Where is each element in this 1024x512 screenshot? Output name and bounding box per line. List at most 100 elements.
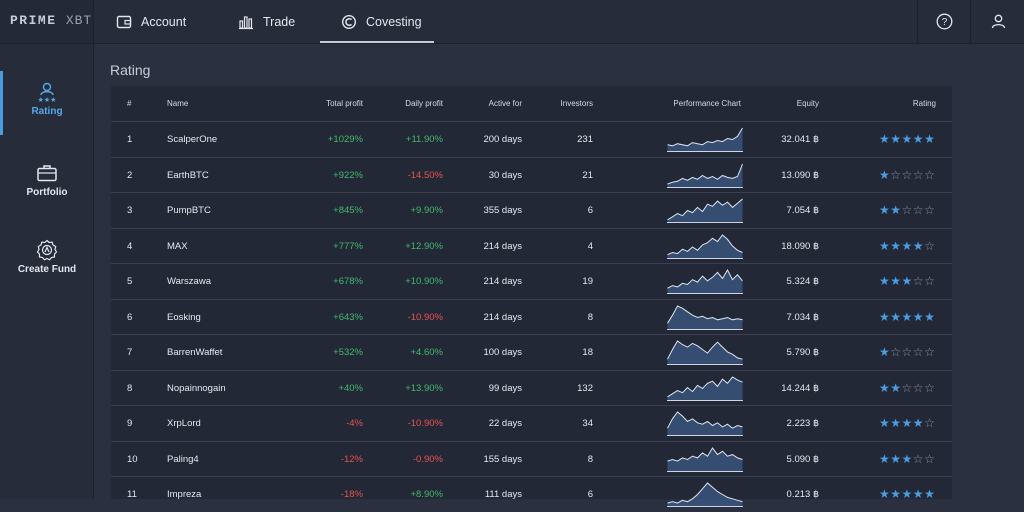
- table-row[interactable]: 1 ScalperOne +1029% +11.90% 200 days 231 32.04…: [111, 121, 952, 157]
- star-empty-icon: ☆: [890, 345, 902, 359]
- user-button[interactable]: [970, 0, 1024, 43]
- table-row[interactable]: 10 Paling4 -12% -0.90% 155 days 8 5.090 ฿ ★★★☆☆: [111, 440, 952, 477]
- rank-cell: 5: [127, 276, 133, 287]
- rating-stars: ★★★★★: [879, 310, 935, 324]
- performance-line: [667, 198, 743, 221]
- total-profit-cell: +1029%: [327, 134, 363, 145]
- name-cell: Warszawa: [167, 276, 211, 287]
- name-cell: PumpBTC: [167, 205, 211, 216]
- table-row[interactable]: 3 PumpBTC +845% +9.90% 355 days 6 7.054 ฿ ★★☆☆☆: [111, 192, 952, 228]
- performance-chart: [667, 304, 743, 330]
- tab-covesting[interactable]: Covesting: [320, 0, 434, 43]
- page-title: Rating: [110, 62, 151, 78]
- table-row[interactable]: 9 XrpLord -4% -10.90% 22 days 34 2.223 ฿ ★★★★☆: [111, 405, 952, 441]
- performance-area: [667, 447, 743, 471]
- active-for-cell: 99 days: [488, 382, 522, 394]
- equity-cell: 5.324 ฿: [786, 276, 819, 287]
- name-cell: Impreza: [167, 489, 202, 500]
- column-header-performance-chart[interactable]: Performance Chart: [673, 99, 741, 108]
- investors-cell: 34: [582, 418, 593, 429]
- table-row[interactable]: 5 Warszawa +678% +10.90% 214 days 19 5.324 ฿ ★★…: [111, 263, 952, 299]
- table-row[interactable]: 11 Impreza -18% +8.90% 111 days 6 0.213 ฿ ★★★★★: [111, 476, 952, 512]
- tab-account-label: Account: [141, 14, 187, 29]
- active-for-cell: 200 days: [483, 134, 522, 145]
- rating-stars: ★★★★★: [879, 487, 935, 501]
- star-empty-icon: ☆: [912, 380, 925, 395]
- column-header-name[interactable]: Name: [167, 99, 189, 108]
- active-for-cell: 155 days: [483, 453, 522, 465]
- tab-account[interactable]: Account: [116, 0, 186, 43]
- table-row[interactable]: 7 BarrenWaffet +532% +4.60% 100 days 18 5.790 …: [111, 334, 952, 370]
- daily-profit-cell: +13.90%: [405, 382, 443, 394]
- rating-stars: ★★★★☆: [879, 416, 935, 430]
- performance-chart: [667, 340, 743, 365]
- sidebar-item-portfolio[interactable]: Portfolio: [0, 162, 94, 224]
- tab-trade[interactable]: Trade: [238, 0, 295, 43]
- name-cell: Paling4: [167, 453, 199, 465]
- star-filled-icon: ★: [879, 167, 891, 182]
- star-filled-icon: ★: [890, 132, 902, 146]
- total-profit-cell: +845%: [333, 205, 363, 216]
- sidebar-item-rating[interactable]: ★★★ Rating: [0, 71, 94, 143]
- rank-cell: 2: [127, 169, 133, 181]
- rank-cell: 4: [127, 240, 133, 252]
- table-header: # Name Total profit Daily profit Active …: [111, 86, 952, 121]
- investors-cell: 4: [587, 240, 593, 252]
- star-filled-icon: ★: [879, 132, 891, 146]
- table-row[interactable]: 6 Eosking +643% -10.90% 214 days 8 7.034 ฿ ★★★★…: [111, 298, 952, 335]
- star-filled-icon: ★: [879, 380, 891, 395]
- covesting-icon: [341, 14, 357, 29]
- total-profit-cell: +532%: [333, 347, 363, 358]
- active-for-cell: 111 days: [484, 489, 522, 500]
- daily-profit-cell: +9.90%: [410, 205, 444, 216]
- table-row[interactable]: 2 EarthBTC +922% -14.50% 30 days 21 13.090 ฿ ★☆…: [111, 156, 952, 193]
- help-button[interactable]: ?: [917, 0, 971, 43]
- performance-area: [667, 234, 743, 258]
- briefcase-icon: [37, 165, 57, 182]
- daily-profit-cell: -10.90%: [407, 311, 443, 323]
- column-header-active-for[interactable]: Active for: [488, 99, 522, 108]
- rank-cell: 7: [127, 347, 133, 358]
- star-filled-icon: ★: [901, 487, 913, 501]
- star-filled-icon: ★: [901, 274, 913, 288]
- star-filled-icon: ★: [890, 380, 902, 395]
- sidebar-item-create-fund[interactable]: Create Fund: [0, 239, 94, 301]
- table-row[interactable]: 4 MAX +777% +12.90% 214 days 4 18.090 ฿ ★★★★☆: [111, 227, 952, 264]
- star-empty-icon: ☆: [924, 451, 936, 466]
- star-filled-icon: ★: [912, 309, 925, 324]
- equity-cell: 0.213 ฿: [786, 489, 819, 500]
- prime-xbt-logo[interactable]: PRIME XBT: [0, 0, 94, 43]
- active-for-cell: 214 days: [483, 240, 522, 252]
- daily-profit-cell: +10.90%: [405, 276, 443, 287]
- table-row[interactable]: 8 Nopainnogain +40% +13.90% 99 days 132 14.244…: [111, 369, 952, 406]
- column-header-equity[interactable]: Equity: [796, 99, 819, 108]
- investors-cell: 8: [587, 453, 593, 465]
- performance-line: [667, 446, 743, 462]
- star-filled-icon: ★: [901, 309, 913, 324]
- total-profit-cell: +678%: [333, 276, 363, 287]
- star-empty-icon: ☆: [924, 203, 936, 217]
- column-header-total-profit[interactable]: Total profit: [326, 99, 363, 108]
- name-cell: ScalperOne: [167, 134, 218, 145]
- daily-profit-cell: +8.90%: [410, 489, 444, 500]
- logo-text-secondary: XBT: [65, 13, 93, 28]
- rank-cell: 9: [127, 418, 133, 429]
- daily-profit-cell: +12.90%: [405, 240, 443, 252]
- star-empty-icon: ☆: [901, 380, 913, 395]
- performance-chart: [667, 446, 743, 472]
- name-cell: BarrenWaffet: [167, 347, 223, 358]
- rating-stars: ★★★★☆: [879, 239, 935, 253]
- active-for-cell: 100 days: [483, 347, 522, 358]
- column-header-daily-profit[interactable]: Daily profit: [405, 99, 443, 108]
- star-empty-icon: ☆: [901, 203, 913, 217]
- daily-profit-cell: -14.50%: [407, 169, 443, 181]
- rank-cell: 3: [127, 205, 133, 216]
- rating-icon: ★★★: [38, 82, 56, 103]
- column-header-investors[interactable]: Investors: [560, 99, 593, 108]
- column-header-rank[interactable]: #: [127, 99, 132, 108]
- column-header-rating[interactable]: Rating: [912, 99, 936, 108]
- star-empty-icon: ☆: [912, 451, 925, 466]
- star-empty-icon: ☆: [912, 274, 925, 288]
- equity-cell: 32.041 ฿: [781, 134, 819, 145]
- star-empty-icon: ☆: [924, 380, 936, 395]
